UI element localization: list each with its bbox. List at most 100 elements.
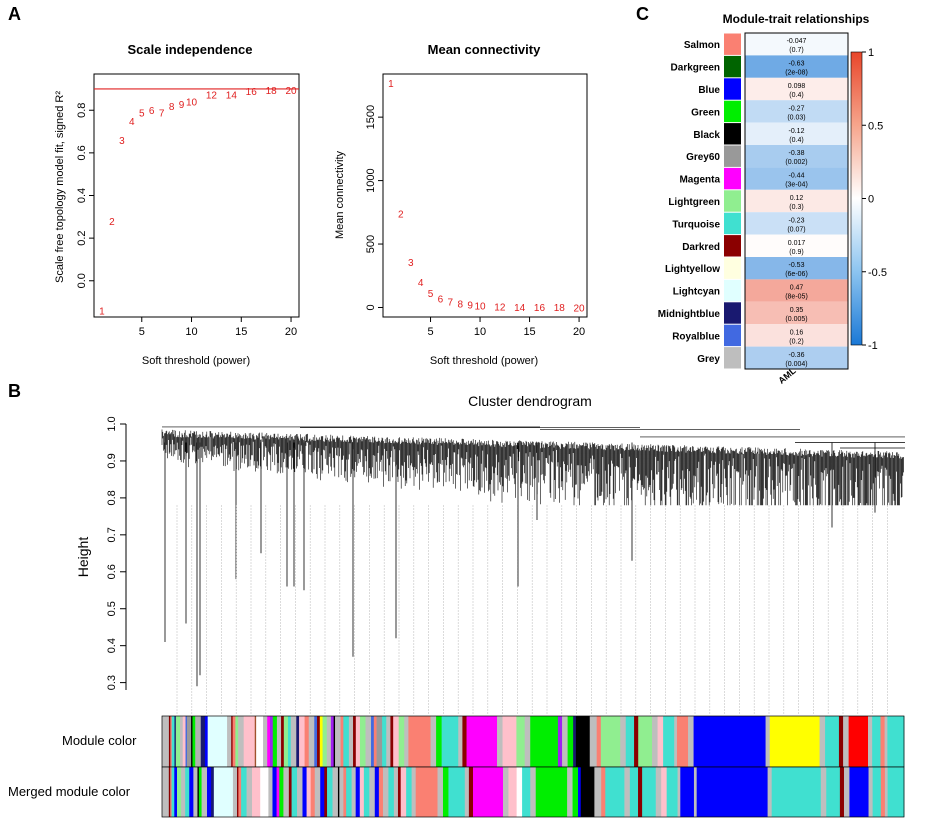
module-swatch — [724, 167, 741, 190]
merged-color-bar-segment — [198, 767, 202, 817]
module-swatch — [724, 347, 741, 369]
colorbar-tick-label: 0.5 — [868, 120, 883, 132]
merged-color-bar-segment — [355, 767, 361, 817]
heatmap-cell — [745, 145, 848, 168]
row-label-merged-module-color: Merged module color — [8, 784, 131, 799]
heatmap-cell — [745, 100, 848, 123]
module-color-bar-segment — [174, 716, 177, 767]
module-color-bar-segment — [355, 716, 361, 767]
heatmap-cell — [745, 279, 848, 302]
merged-color-bar-segment — [359, 767, 365, 817]
si-xlabel: Soft threshold (power) — [142, 355, 250, 367]
module-color-bar-segment — [207, 716, 228, 767]
si-point-label: 3 — [119, 136, 125, 147]
module-color-bar-segment — [191, 716, 193, 767]
module-color-bar-segment — [466, 716, 498, 767]
merged-color-bar-segment — [177, 767, 182, 817]
module-color-bar-segment — [314, 716, 318, 767]
module-label: Blue — [698, 85, 720, 96]
merged-color-bar-segment — [162, 767, 170, 817]
module-color-bar-segment — [231, 716, 233, 767]
merged-color-bar-segment — [310, 767, 316, 817]
module-color-bar-segment — [382, 716, 387, 767]
module-color-bar-segment — [441, 716, 459, 767]
correlation-value: 0.47 — [790, 285, 804, 292]
p-value: (3e-04) — [785, 182, 808, 189]
si-ylabel: Scale free topology model fit, signed R² — [54, 91, 66, 283]
mc-ylabel: Mean connectivity — [334, 150, 346, 239]
dg-title: Cluster dendrogram — [468, 393, 592, 409]
merged-color-bar-segment — [388, 767, 395, 817]
heatmap-cell — [745, 301, 848, 325]
merged-color-bar-segment — [369, 767, 376, 817]
module-color-bar-segment — [290, 716, 297, 767]
dg-leaf-guides — [176, 505, 888, 714]
dg-ytick-label: 0.3 — [106, 675, 118, 690]
merged-color-bar-segment — [472, 767, 504, 817]
merged-color-bar-segment — [288, 767, 292, 817]
merged-color-bar-segment — [638, 767, 643, 817]
merged-color-bar-segment — [351, 767, 357, 817]
module-color-bar-segment — [497, 716, 503, 767]
module-color-bar-segment — [557, 716, 563, 767]
p-value: (0.7) — [789, 47, 803, 54]
module-color-bar-segment — [404, 716, 409, 767]
module-color-bar-segment — [192, 716, 196, 767]
module-color-bar-segment — [333, 716, 336, 767]
merged-color-bar-segment — [826, 767, 841, 817]
colorbar-tick-label: 0 — [868, 194, 874, 206]
merged-color-bar-segment — [872, 767, 882, 817]
mc-ytick-label: 1500 — [365, 105, 377, 129]
module-color-bar-segment — [371, 716, 375, 767]
row-label-module-color: Module color — [62, 733, 137, 748]
si-point-label: 6 — [149, 106, 155, 117]
module-label: Black — [693, 130, 720, 141]
module-color-bar-segment — [299, 716, 305, 767]
module-label: Darkgreen — [671, 63, 720, 74]
mc-point-label: 1 — [388, 79, 394, 90]
module-color-bar-segment — [256, 716, 264, 767]
module-label: Royalblue — [672, 331, 720, 342]
merged-color-bar-segment — [343, 767, 347, 817]
module-color-bar-segment — [283, 716, 289, 767]
si-point-label: 8 — [169, 102, 175, 113]
mc-xtick-label: 15 — [523, 326, 535, 338]
module-color-bar-segment — [848, 716, 869, 767]
merged-color-bar-segment — [241, 767, 247, 817]
mc-xtick-label: 10 — [474, 326, 486, 338]
heatmap-cell — [745, 346, 848, 369]
module-color-bar-segment — [676, 716, 689, 767]
module-color-bar-segment — [304, 716, 310, 767]
module-color-bar-segment — [657, 716, 664, 767]
mc-point-label: 14 — [514, 303, 526, 314]
merged-color-bar-segment — [185, 767, 190, 817]
correlation-value: 0.16 — [790, 329, 804, 336]
correlation-value: -0.12 — [789, 128, 805, 135]
merged-color-bar-segment — [260, 767, 269, 817]
merged-color-bar-segment — [442, 767, 449, 817]
module-color-bar-segment — [390, 716, 394, 767]
si-point-label: 10 — [186, 98, 198, 109]
si-point-label: 18 — [266, 86, 278, 97]
module-color-bar-segment — [462, 716, 467, 767]
merged-color-bar-segment — [411, 767, 417, 817]
dg-ytick-label: 1.0 — [106, 416, 118, 431]
si-point-label: 14 — [226, 90, 238, 101]
mc-ytick-label: 1000 — [365, 168, 377, 192]
module-color-bar-segment — [281, 716, 285, 767]
merged-color-bar-segment — [339, 767, 344, 817]
merged-color-bar-segment — [448, 767, 466, 817]
merged-color-bar-segment — [502, 767, 509, 817]
module-color-bar-segment — [376, 716, 383, 767]
module-color-bar-segment — [693, 716, 766, 767]
merged-color-bar-segment — [193, 767, 198, 817]
module-color-bar-segment — [365, 716, 372, 767]
merged-color-bar-segment — [601, 767, 606, 817]
module-color-bar-segment — [386, 716, 391, 767]
module-swatch — [724, 212, 741, 235]
heatmap-cell — [745, 324, 848, 347]
module-swatch — [724, 257, 741, 279]
si-ytick-label: 0.4 — [76, 188, 88, 203]
si-ytick-label: 0.8 — [76, 103, 88, 118]
panel-label-c: C — [636, 4, 649, 24]
